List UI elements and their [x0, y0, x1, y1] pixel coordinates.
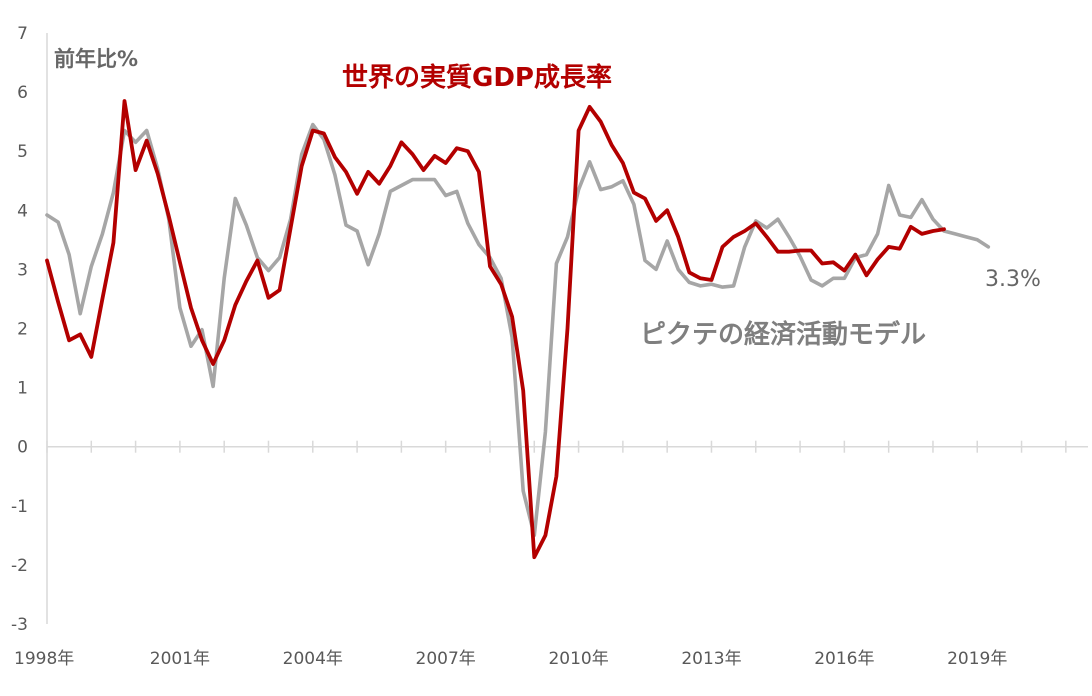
- x-tick-label: 2016年: [814, 649, 874, 669]
- y-tick-label: 2: [17, 320, 28, 340]
- y-tick-label: -2: [11, 556, 28, 576]
- series-line-gdp: [45, 99, 946, 560]
- x-tick-label: 1998年: [14, 649, 74, 669]
- axis-layer: [46, 33, 1088, 624]
- y-tick-label: 4: [17, 201, 28, 221]
- x-tick-label: 2007年: [416, 649, 476, 669]
- series-title-pictet-model: ピクテの経済活動モデル: [640, 319, 926, 350]
- x-tick-label: 2001年: [150, 649, 210, 669]
- x-tick-label: 2004年: [283, 649, 343, 669]
- y-tick-label: 1: [17, 379, 28, 399]
- x-tick-label: 2013年: [681, 649, 741, 669]
- y-tick-labels: 7 6 5 4 3 2 1 0 -1 -2 -3: [11, 24, 28, 635]
- series-line-pictet-model: [45, 122, 991, 538]
- label-layer: 前年比% 世界の実質GDP成長率 ピクテの経済活動モデル 3.3%: [54, 47, 1041, 350]
- x-tick-labels: 1998年 2001年 2004年 2007年 2010年 2013年 2016年 2019年: [14, 649, 1007, 669]
- y-tick-label: 5: [17, 142, 28, 162]
- x-minor-ticks: [46, 440, 1067, 453]
- x-tick-label: 2010年: [548, 649, 608, 669]
- y-tick-label: -3: [11, 615, 28, 635]
- y-tick-label: 3: [17, 260, 28, 280]
- y-axis-label: 前年比%: [54, 47, 138, 71]
- series-title-gdp: 世界の実質GDP成長率: [342, 62, 612, 93]
- x-tick-label: 2019年: [947, 649, 1007, 669]
- y-tick-label: 6: [17, 83, 28, 103]
- y-tick-label: 7: [17, 24, 28, 44]
- latest-value-annotation: 3.3%: [985, 267, 1041, 292]
- series-layer: [45, 99, 991, 560]
- y-tick-label: -1: [11, 497, 28, 517]
- y-tick-label: 0: [17, 438, 28, 458]
